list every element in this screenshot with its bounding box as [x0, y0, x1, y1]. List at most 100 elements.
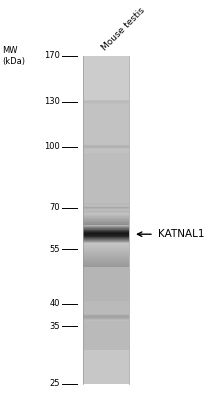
Bar [83, 284, 129, 286]
Bar [83, 200, 129, 202]
Bar [83, 265, 129, 266]
Bar [83, 206, 129, 207]
Bar [83, 237, 129, 238]
Bar [83, 213, 129, 214]
Bar [83, 261, 129, 263]
Bar [83, 214, 129, 215]
Bar [83, 239, 129, 240]
Bar [83, 304, 129, 305]
Bar [83, 146, 129, 148]
Bar [83, 341, 129, 342]
Bar [83, 320, 129, 321]
Bar [83, 377, 129, 378]
Bar [83, 145, 129, 146]
Bar [83, 370, 129, 372]
Bar [83, 350, 129, 351]
Bar [83, 360, 129, 361]
Bar [83, 340, 129, 341]
Bar [83, 250, 129, 251]
Bar [83, 236, 129, 237]
Bar [83, 118, 129, 120]
Bar [83, 180, 129, 182]
Bar [83, 247, 129, 248]
Bar [83, 248, 129, 250]
Bar [83, 60, 129, 62]
Bar [83, 324, 129, 325]
Bar [83, 249, 129, 251]
Bar [83, 138, 129, 139]
Bar [83, 122, 129, 124]
Bar [83, 201, 129, 202]
Bar [83, 315, 129, 316]
Bar [83, 263, 129, 264]
Bar [83, 128, 129, 129]
Bar [83, 147, 129, 148]
Bar [83, 143, 129, 144]
Bar [83, 169, 129, 171]
Bar [83, 258, 129, 259]
Bar [83, 224, 129, 225]
Bar [83, 220, 129, 221]
Bar [83, 245, 129, 246]
Bar [83, 242, 129, 243]
Bar [83, 92, 129, 93]
Bar [83, 155, 129, 156]
Bar [83, 167, 129, 169]
Bar [83, 254, 129, 255]
Bar [83, 252, 129, 253]
Bar [83, 283, 129, 284]
Bar [83, 225, 129, 226]
Bar [83, 286, 129, 288]
Bar [83, 166, 129, 168]
Bar [83, 84, 129, 86]
Bar [83, 170, 129, 172]
Bar [83, 208, 129, 209]
Bar [83, 261, 129, 262]
Bar [83, 58, 129, 59]
Bar [83, 222, 129, 223]
Bar [83, 229, 129, 230]
Bar [83, 248, 129, 249]
Bar [83, 296, 129, 298]
Bar [83, 346, 129, 348]
Bar [83, 208, 129, 209]
Bar [83, 87, 129, 89]
Bar [83, 214, 129, 216]
Bar [83, 313, 129, 314]
Bar [83, 228, 129, 229]
Bar [83, 262, 129, 263]
Bar [83, 227, 129, 228]
Text: MW
(kDa): MW (kDa) [2, 46, 25, 66]
Bar [83, 228, 129, 229]
Bar [83, 175, 129, 176]
Text: KATNAL1: KATNAL1 [158, 229, 205, 239]
Bar [83, 354, 129, 356]
Bar [83, 256, 129, 258]
Bar [83, 74, 129, 76]
Bar [83, 308, 129, 310]
Bar [83, 82, 129, 83]
Bar [83, 210, 129, 211]
Bar [83, 227, 129, 229]
Bar [83, 83, 129, 84]
Bar [83, 267, 129, 268]
Bar [83, 182, 129, 184]
Bar [83, 94, 129, 95]
Bar [83, 273, 129, 275]
Bar [83, 215, 129, 217]
Bar [83, 202, 129, 204]
Bar [83, 318, 129, 320]
Bar [83, 223, 129, 224]
Bar [83, 144, 129, 146]
Bar [83, 231, 129, 232]
Bar [83, 56, 129, 57]
Bar [83, 315, 129, 316]
Bar [83, 342, 129, 344]
Bar [83, 251, 129, 253]
Bar [83, 254, 129, 255]
Bar [83, 246, 129, 247]
Bar [83, 275, 129, 277]
Bar [83, 263, 129, 265]
Bar [83, 66, 129, 68]
Bar [83, 127, 129, 128]
